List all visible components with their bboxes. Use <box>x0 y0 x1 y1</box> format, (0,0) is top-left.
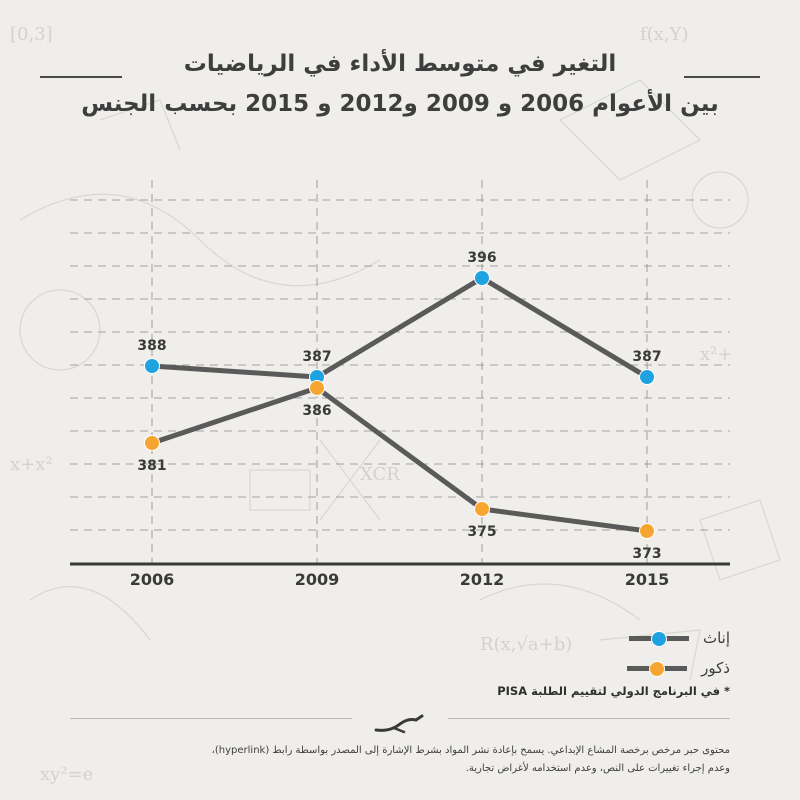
legend-swatch-male <box>627 661 688 677</box>
legend-label-female: إناث <box>702 629 730 647</box>
data-point-male <box>144 435 160 451</box>
svg-text:x+x²: x+x² <box>10 454 53 475</box>
line-chart: 2006 2009 2012 2015 388 387 396 387 381 386 375 373 <box>70 180 730 589</box>
svg-text:xy²=e: xy²=e <box>40 764 93 785</box>
data-point-male <box>309 380 325 396</box>
legend-item-female: إناث <box>628 626 730 650</box>
footer-line-1: محتوى حبر مرخص برخصة المشاع الإبداعي. يس… <box>211 745 730 756</box>
legend-item-male: ذكور <box>627 656 730 680</box>
source-note: * في البرنامج الدولي لتقييم الطلبة PISA <box>497 684 730 698</box>
svg-text:R(x,√a+b): R(x,√a+b) <box>480 634 572 655</box>
legend-dot-male <box>649 661 666 677</box>
svg-text:x²+: x²+ <box>700 344 732 365</box>
data-label-male: 375 <box>467 524 496 540</box>
data-point-male <box>474 501 490 517</box>
title-rule-left <box>40 76 122 78</box>
legend-swatch-female <box>628 631 689 647</box>
x-tick-label: 2009 <box>295 570 340 589</box>
data-point-female <box>639 369 655 385</box>
x-tick-label: 2012 <box>460 570 505 589</box>
x-tick-label: 2015 <box>625 570 670 589</box>
legend-dot-female <box>650 631 667 647</box>
series-line-female <box>149 275 650 380</box>
license-footer: محتوى حبر مرخص برخصة المشاع الإبداعي. يس… <box>70 742 730 778</box>
legend-label-male: ذكور <box>701 659 730 677</box>
data-label-female: 387 <box>302 349 331 365</box>
brand-logo <box>374 714 424 734</box>
x-tick-label: 2006 <box>130 570 175 589</box>
title-line-2: بين الأعوام 2006 و 2009 و2012 و 2015 بحس… <box>81 91 719 117</box>
svg-text:f(x,Y): f(x,Y) <box>640 24 688 45</box>
data-label-female: 396 <box>467 250 496 266</box>
title-rule-right <box>684 76 760 78</box>
title-line-1: التغير في متوسط الأداء في الرياضيات <box>183 51 617 77</box>
footer-line-2: وعدم إجراء تغييرات على النص، وعدم استخدا… <box>465 763 730 774</box>
footer-divider-right <box>448 718 730 719</box>
data-point-female <box>144 358 160 374</box>
footer-divider-left <box>70 718 352 719</box>
data-label-male: 373 <box>632 546 661 562</box>
data-point-female <box>474 270 490 286</box>
data-label-female: 387 <box>632 349 661 365</box>
data-label-male: 386 <box>302 403 331 419</box>
svg-text:[0,3]: [0,3] <box>10 24 53 45</box>
data-point-male <box>639 523 655 539</box>
chart-title: التغير في متوسط الأداء في الرياضيات بين … <box>40 44 760 124</box>
data-label-male: 381 <box>137 458 166 474</box>
series-line-male <box>149 385 650 534</box>
svg-text:XCR: XCR <box>360 464 400 485</box>
data-label-female: 388 <box>137 338 166 354</box>
